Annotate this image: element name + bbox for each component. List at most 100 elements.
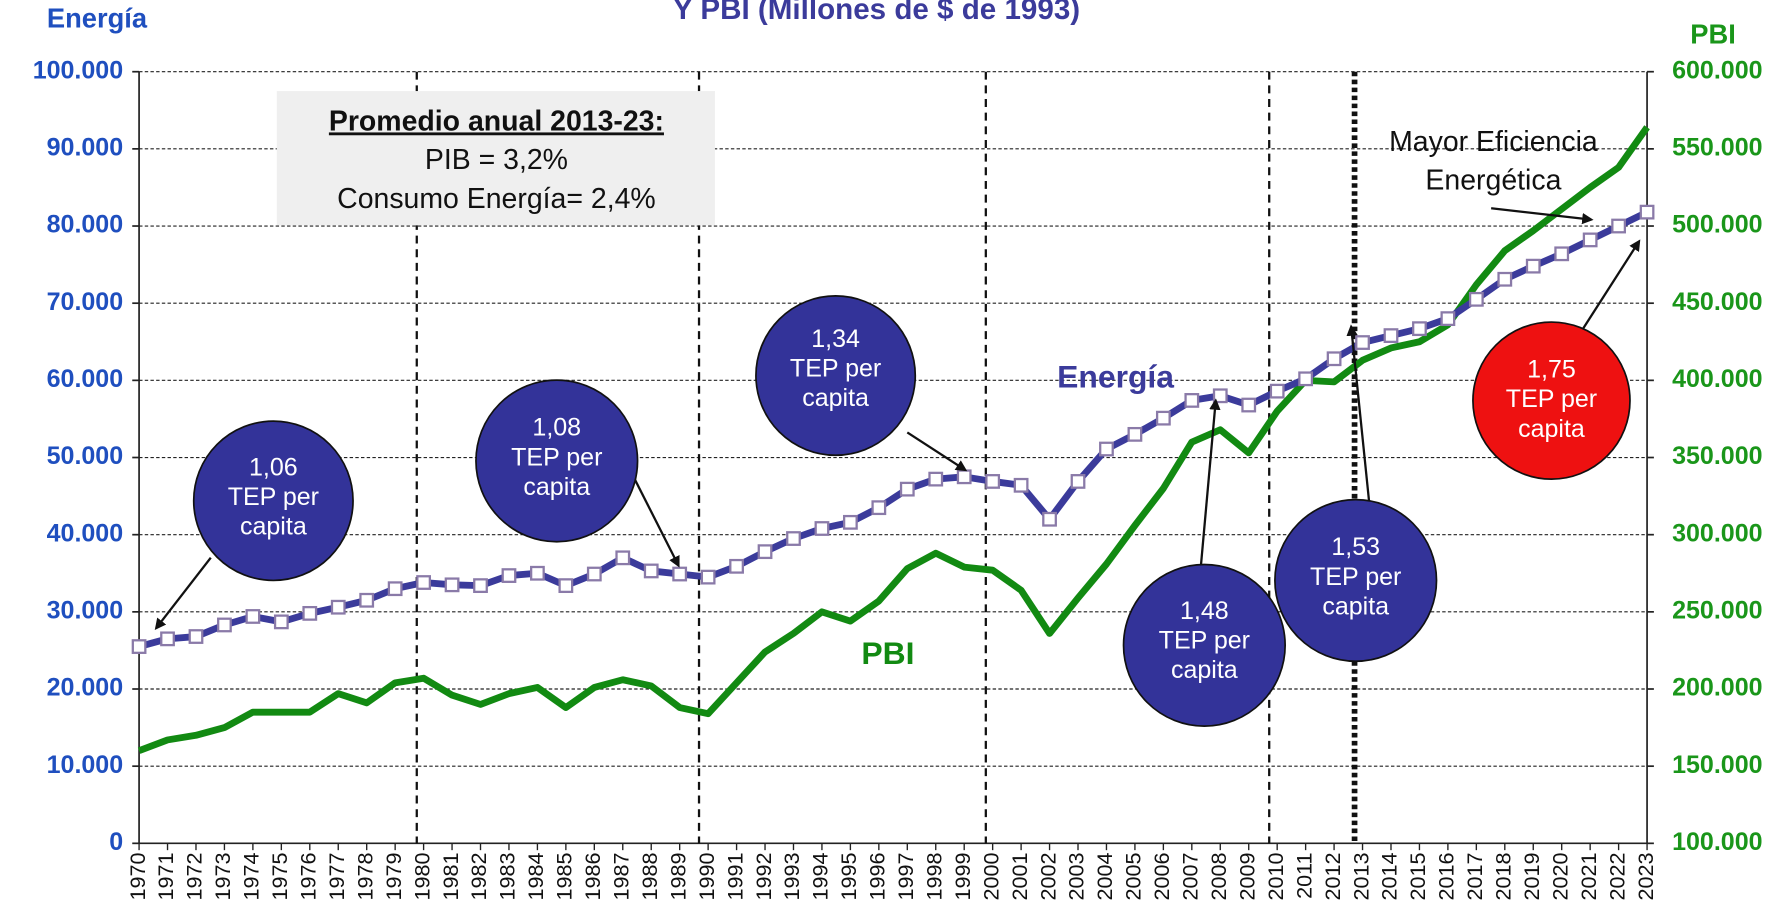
data-point	[1412, 321, 1427, 337]
data-point	[273, 614, 289, 630]
callout-circle	[1274, 498, 1438, 663]
data-point	[899, 481, 915, 497]
data-point	[985, 474, 1001, 489]
y2-tick-label: 400.000	[1672, 365, 1762, 393]
data-point	[1184, 393, 1200, 408]
data-point	[444, 577, 460, 593]
summary-line: Consumo Energía= 2,4%	[337, 183, 656, 215]
y-tick-label: 80.000	[47, 211, 124, 239]
data-point	[928, 471, 944, 487]
data-point	[217, 617, 232, 633]
x-tick-label: 1979	[381, 852, 406, 900]
y-tick-label: 10.000	[47, 751, 124, 779]
x-tick-label: 2012	[1320, 852, 1345, 900]
x-tick-label: 2021	[1576, 852, 1601, 900]
data-point	[586, 566, 602, 582]
grid	[132, 70, 1654, 851]
data-point	[757, 544, 773, 560]
arrow	[1581, 239, 1641, 331]
data-point	[501, 568, 517, 583]
callout-text: 1,08	[532, 414, 581, 442]
x-tick-label: 1971	[153, 852, 178, 900]
data-point	[700, 569, 716, 585]
arrow	[906, 431, 968, 472]
plot-area	[131, 125, 1655, 754]
x-tick-label: 2006	[1149, 852, 1174, 900]
x-tick-label: 1991	[722, 852, 747, 900]
y2-tick-label: 200.000	[1672, 674, 1762, 702]
x-tick-label: 1992	[751, 852, 776, 900]
y-tick-label: 50.000	[47, 442, 124, 470]
data-point	[473, 578, 488, 594]
x-tick-label: 1986	[580, 852, 605, 900]
y2-tick-label: 500.000	[1672, 211, 1762, 239]
summary-line: PIB = 3,2%	[425, 144, 568, 176]
callout-text: TEP per	[1310, 563, 1401, 591]
x-tick-label: 1977	[324, 852, 349, 900]
data-point	[672, 566, 688, 582]
y-tick-label: 90.000	[47, 133, 124, 161]
callout-circle	[192, 420, 354, 582]
data-point	[131, 639, 147, 654]
arrow	[633, 477, 680, 568]
x-tick-label: 2003	[1064, 852, 1089, 900]
x-tick-label: 1982	[466, 852, 491, 900]
y2-tick-label: 100.000	[1672, 828, 1762, 856]
data-point	[871, 500, 887, 516]
data-point	[330, 599, 346, 615]
x-tick-label: 1972	[182, 852, 207, 900]
x-tick-label: 1989	[665, 852, 690, 900]
x-tick-label: 1984	[523, 852, 548, 900]
data-point	[1127, 426, 1143, 442]
y-tick-label: 0	[109, 828, 123, 856]
x-tick-label: 1995	[836, 852, 861, 900]
callout-text: TEP per	[790, 354, 881, 382]
data-point	[387, 581, 403, 597]
data-point	[1326, 351, 1342, 367]
callout-text: 1,75	[1527, 356, 1576, 384]
y-axis-title: Energía	[47, 3, 148, 34]
x-tick-label: 1974	[239, 852, 264, 900]
y-tick-label: 60.000	[47, 365, 124, 393]
data-point	[1383, 328, 1399, 343]
callout-text: capita	[802, 384, 869, 412]
data-point	[160, 631, 175, 647]
data-point	[1554, 246, 1570, 262]
x-tick-label: 1981	[438, 852, 463, 900]
data-point	[558, 578, 574, 594]
callout-text: capita	[1171, 656, 1238, 684]
x-tick-label: 2017	[1462, 852, 1487, 900]
y-tick-label: 40.000	[47, 519, 124, 547]
x-tick-label: 1987	[608, 852, 633, 900]
arrow	[1199, 398, 1221, 566]
x-tick-label: 2008	[1206, 852, 1231, 900]
data-point	[1070, 474, 1086, 489]
x-tick-label: 1985	[552, 852, 577, 900]
x-tick-label: 1997	[893, 852, 918, 900]
callout-text: capita	[1322, 592, 1389, 620]
y2-tick-label: 350.000	[1672, 442, 1762, 470]
x-tick-label: 1970	[125, 852, 150, 900]
x-tick-label: 1993	[779, 852, 804, 900]
x-tick-label: 1999	[950, 852, 975, 900]
arrow	[154, 556, 212, 631]
y2-tick-label: 150.000	[1672, 751, 1762, 779]
y2-tick-label: 300.000	[1672, 519, 1762, 547]
data-point	[643, 563, 659, 579]
x-tick-label: 2005	[1121, 852, 1146, 900]
x-tick-label: 1976	[296, 852, 321, 900]
callout-circle	[1472, 321, 1631, 480]
summary-title: Promedio anual 2013-23:	[329, 105, 664, 137]
y2-tick-label: 600.000	[1672, 56, 1762, 84]
y-tick-label: 70.000	[47, 288, 124, 316]
data-point	[1525, 258, 1541, 274]
callout-text: TEP per	[511, 443, 602, 471]
x-tick-label: 2010	[1263, 852, 1288, 900]
chart-title: Y PBI (Millones de $ de 1993)	[673, 0, 1080, 26]
callout-text: capita	[523, 473, 590, 501]
callout-text: TEP per	[1159, 626, 1250, 654]
x-tick-label: 1996	[865, 852, 890, 900]
data-point	[1355, 335, 1370, 350]
x-tick-label: 2016	[1434, 852, 1459, 900]
